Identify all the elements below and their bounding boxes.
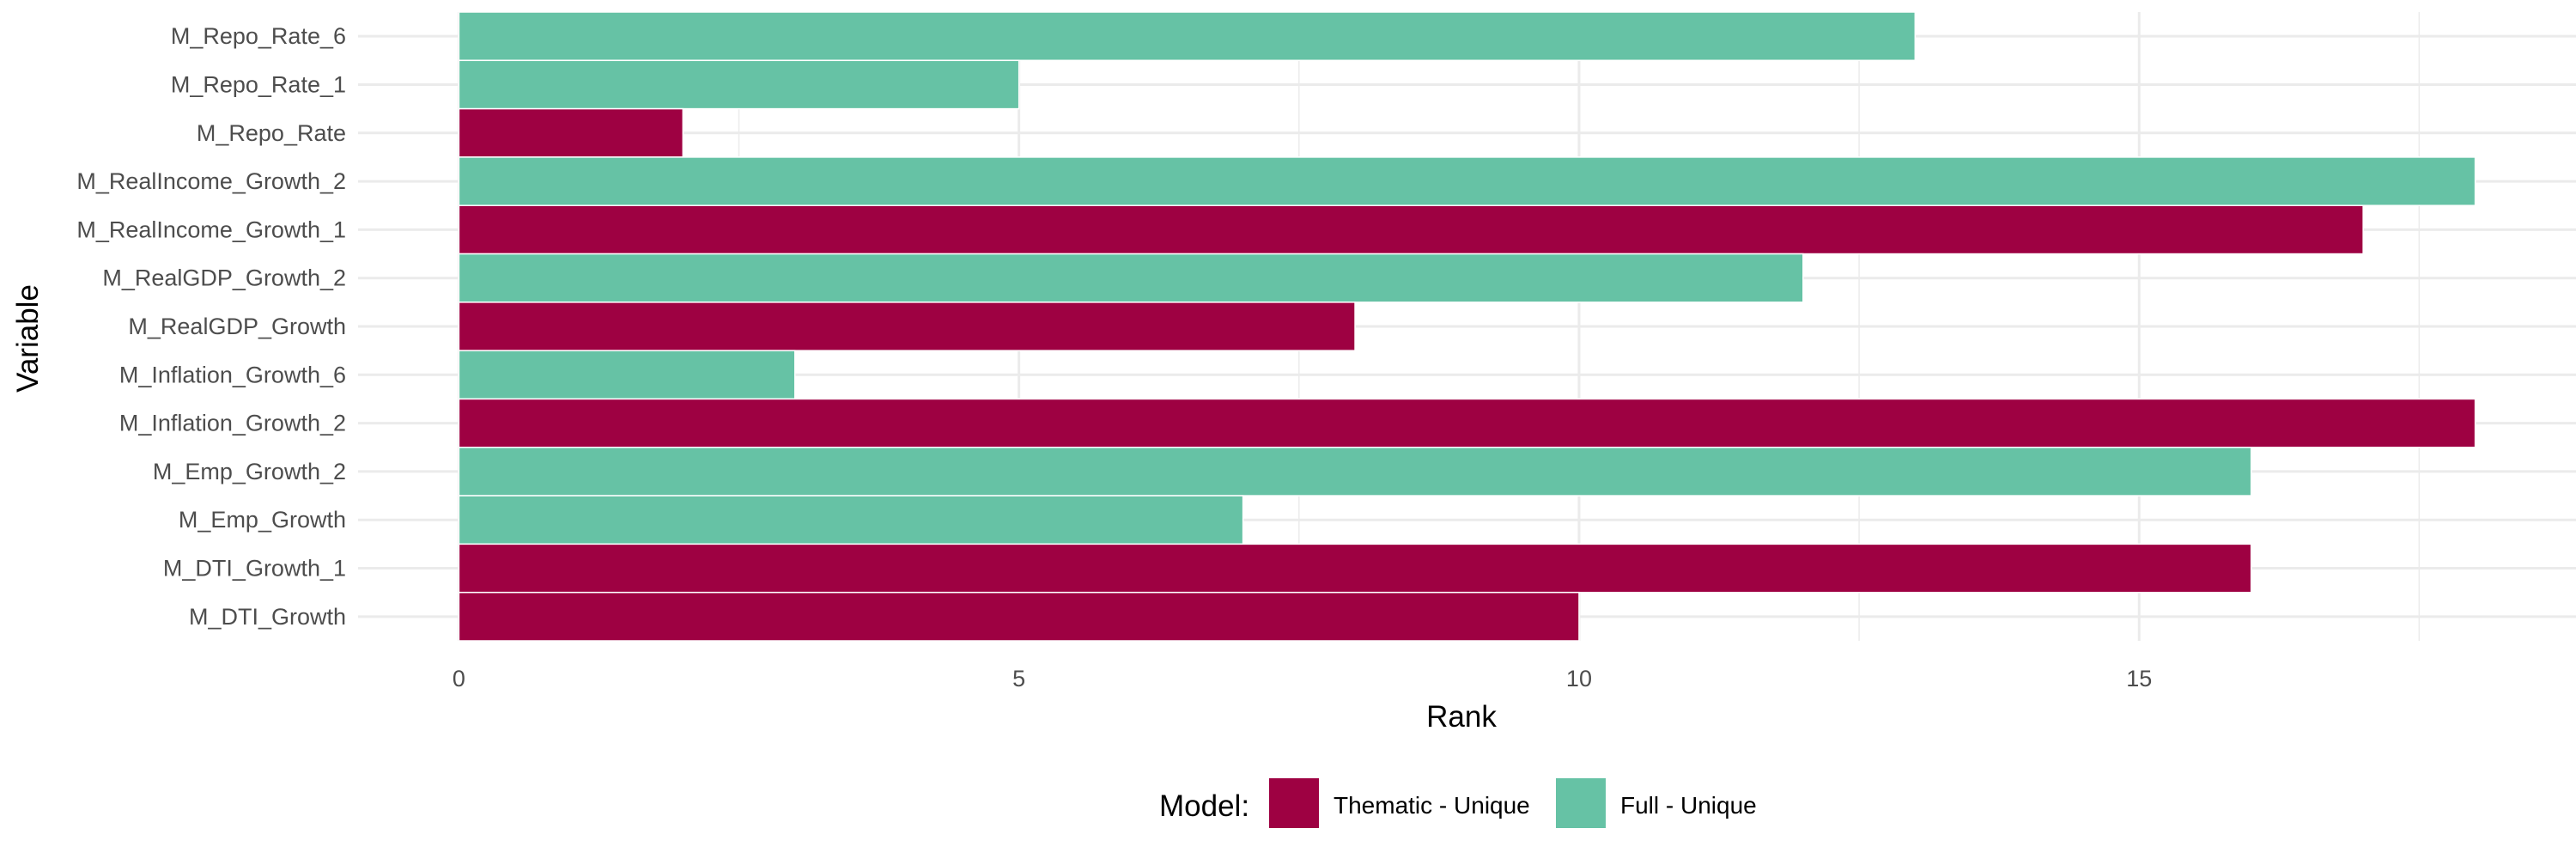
y-tick-label-m-realincome-growth-1: M_RealIncome_Growth_1 xyxy=(76,216,346,242)
bar-m-repo-rate xyxy=(458,107,684,158)
x-tick-label-0: 0 xyxy=(453,666,465,691)
bar-m-repo-rate-1 xyxy=(458,59,1020,110)
y-tick-label-m-inflation-growth-6: M_Inflation_Growth_6 xyxy=(119,362,346,387)
bar-m-realgdp-growth xyxy=(458,302,1356,351)
y-tick-label-m-dti-growth: M_DTI_Growth xyxy=(189,604,346,630)
y-tick-label-m-repo-rate-1: M_Repo_Rate_1 xyxy=(171,71,346,97)
bar-m-inflation-growth-6 xyxy=(458,350,796,400)
y-tick-label-m-repo-rate: M_Repo_Rate xyxy=(197,120,346,146)
x-tick-label-5: 5 xyxy=(1012,666,1025,691)
bar-m-emp-growth xyxy=(458,495,1244,545)
y-tick-label-m-emp-growth-2: M_Emp_Growth_2 xyxy=(153,459,346,484)
legend-label-full-unique: Full - Unique xyxy=(1620,792,1757,819)
bars xyxy=(458,11,2476,642)
bar-m-repo-rate-6 xyxy=(458,11,1917,62)
bar-m-realincome-growth-2 xyxy=(458,156,2476,206)
x-axis-title: Rank xyxy=(1426,700,1497,734)
legend-key-full-unique xyxy=(1556,778,1606,828)
y-tick-label-m-inflation-growth-2: M_Inflation_Growth_2 xyxy=(119,411,346,436)
x-tick-labels: 0 5 10 15 xyxy=(453,666,2152,691)
y-tick-labels: M_Repo_Rate_6 M_Repo_Rate_1 M_Repo_Rate M_R… xyxy=(76,23,346,630)
y-tick-label-m-repo-rate-6: M_Repo_Rate_6 xyxy=(171,23,346,49)
bar-m-realincome-growth-1 xyxy=(458,204,2364,255)
legend-key-thematic-unique xyxy=(1269,778,1319,828)
x-tick-label-10: 10 xyxy=(1566,666,1592,691)
y-tick-label-m-realincome-growth-2: M_RealIncome_Growth_2 xyxy=(76,168,346,194)
y-axis-title: Variable xyxy=(11,284,45,393)
legend: Model: Thematic - Unique Full - Unique xyxy=(1159,778,1757,828)
legend-title: Model: xyxy=(1159,789,1249,823)
y-tick-label-m-realgdp-growth-2: M_RealGDP_Growth_2 xyxy=(102,265,346,291)
bar-m-dti-growth-1 xyxy=(458,543,2252,594)
y-tick-label-m-emp-growth: M_Emp_Growth xyxy=(179,507,346,533)
y-tick-label-m-realgdp-growth: M_RealGDP_Growth xyxy=(128,314,346,339)
legend-label-thematic-unique: Thematic - Unique xyxy=(1334,792,1530,819)
bar-m-dti-growth xyxy=(458,591,1580,642)
x-tick-label-15: 15 xyxy=(2126,666,2152,691)
bar-m-emp-growth-2 xyxy=(458,447,2252,497)
bar-m-realgdp-growth-2 xyxy=(458,253,1804,303)
y-tick-label-m-dti-growth-1: M_DTI_Growth_1 xyxy=(163,556,346,582)
bar-m-inflation-growth-2 xyxy=(458,398,2476,448)
